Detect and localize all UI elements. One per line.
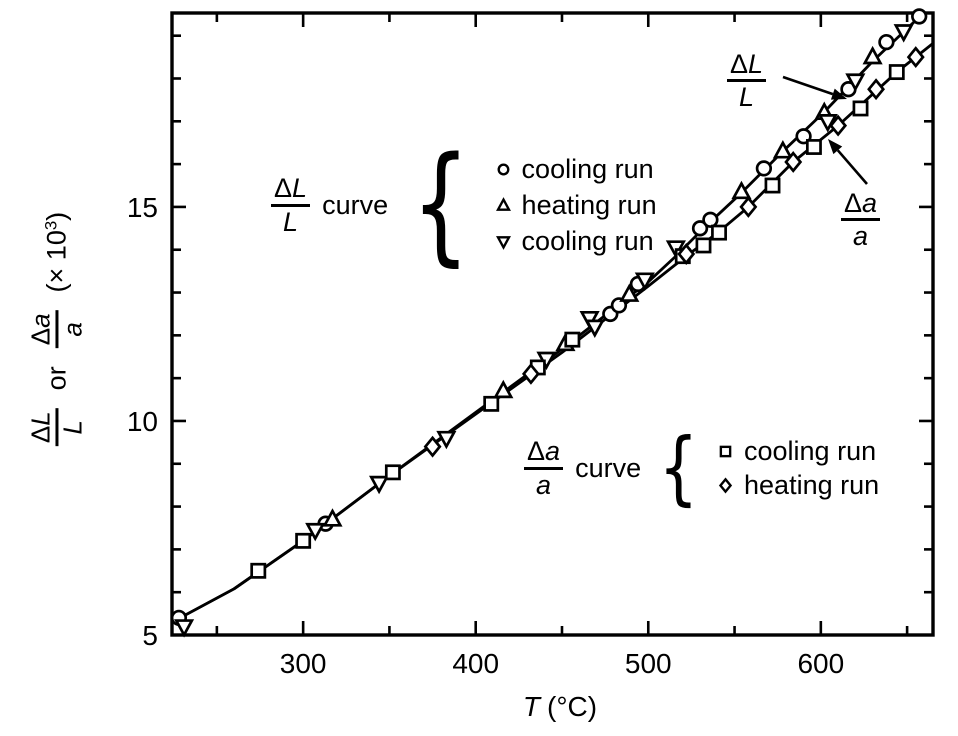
axis-tick-labels: 300 400 500 600 5 10 15 (127, 192, 844, 679)
annotation-arrows (782, 75, 868, 185)
fraction-da-over-a: Δa a (841, 189, 881, 250)
legend-item-label: cooling run (521, 225, 654, 256)
legend-brace: { (658, 421, 699, 514)
x-tick-label: 400 (452, 648, 499, 679)
fraction-dL-over-L: ΔL L (727, 50, 767, 111)
curve-word: curve (322, 189, 389, 220)
legend-item: heating run (494, 187, 657, 223)
series-triangle-down (174, 24, 914, 638)
curve-line-1 (171, 42, 934, 624)
x-tick-label: 500 (625, 648, 672, 679)
axis-ticks (172, 13, 933, 637)
annotation-dL-curve: ΔL L (727, 50, 767, 111)
or-word: or (41, 366, 72, 391)
y-tick-label: 15 (127, 192, 158, 223)
curve-word: curve (575, 452, 642, 483)
fraction-dL-over-L: ΔL L (25, 408, 88, 447)
y-tick-label: 10 (127, 406, 158, 437)
legend-brace: { (411, 130, 471, 279)
diamond-marker-icon (716, 476, 735, 495)
legend-item-label: cooling run (744, 435, 877, 466)
plot-frame (170, 11, 935, 637)
annotation-da-curve: Δa a (841, 189, 881, 250)
curve-lines (171, 11, 934, 624)
square-marker-icon (716, 442, 735, 461)
circle-marker-icon (494, 160, 513, 179)
fraction-dL-over-L: ΔL L (271, 174, 311, 236)
legend-item-label: heating run (521, 189, 657, 220)
triangle-down-marker-icon (494, 232, 513, 251)
x-tick-label: 300 (280, 648, 327, 679)
curve-line-0 (171, 11, 926, 624)
legend-item: cooling run (716, 434, 879, 468)
y-tick-label: 5 (142, 620, 158, 651)
legend-item-label: heating run (744, 469, 880, 500)
x-axis-label: T (°C) (522, 691, 598, 722)
fraction-da-over-a: Δa a (25, 310, 88, 349)
x-tick-label: 600 (797, 648, 844, 679)
fraction-da-over-a: Δa a (524, 437, 564, 499)
legend-item: cooling run (494, 223, 657, 259)
triangle-up-marker-icon (494, 196, 513, 215)
legend-da-curve: Δa a curve { cooling run heating run (524, 421, 879, 514)
scale-factor-label: (× 103) (41, 211, 72, 293)
series-circle (170, 8, 928, 627)
series-diamond (423, 46, 925, 458)
legend-item: heating run (716, 468, 879, 502)
legend-dL-curve: ΔL L curve { cooling run heating run coo… (271, 130, 657, 279)
legend-item-label: cooling run (521, 153, 654, 184)
legend-item: cooling run (494, 151, 657, 187)
y-axis-label: ΔL L or Δa a (× 103) (25, 211, 88, 447)
